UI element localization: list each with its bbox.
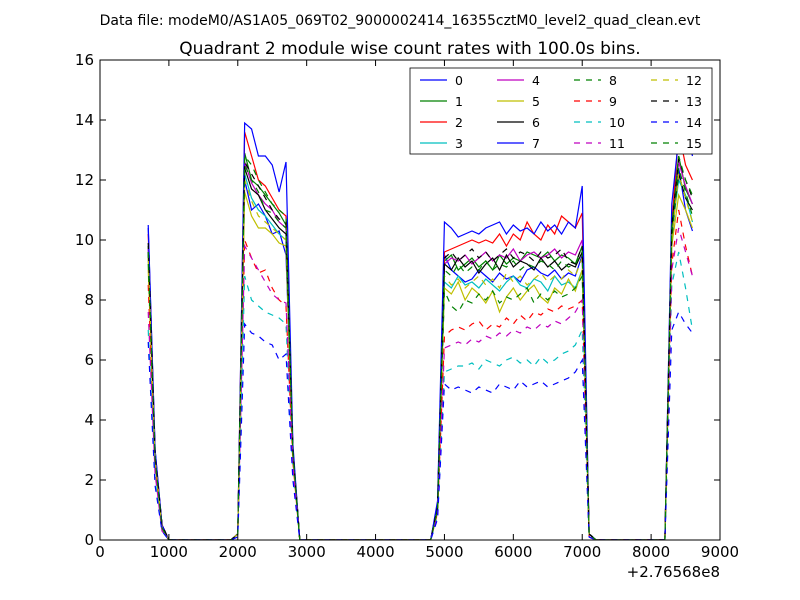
x-tick-label: 3000 (288, 543, 326, 561)
legend-label-10: 10 (609, 115, 625, 130)
series-line-12 (147, 173, 694, 540)
series-line-4 (147, 161, 694, 540)
y-tick-label: 10 (75, 231, 94, 249)
x-tick-label: 5000 (425, 543, 463, 561)
figure-suptitle: Data file: modeM0/AS1A05_069T02_90000024… (100, 13, 701, 29)
legend-label-13: 13 (686, 94, 702, 109)
x-tick-label: 1000 (150, 543, 188, 561)
legend-label-6: 6 (532, 115, 540, 130)
legend-label-3: 3 (455, 136, 463, 151)
y-tick-label: 8 (84, 291, 94, 309)
chart-title: Quadrant 2 module wise count rates with … (179, 39, 640, 59)
x-tick-label: 8000 (632, 543, 670, 561)
series-line-14 (147, 310, 693, 540)
y-tick-label: 16 (75, 51, 94, 69)
legend-label-9: 9 (609, 94, 617, 109)
y-tick-label: 12 (75, 171, 94, 189)
x-tick-label: 2000 (219, 543, 257, 561)
legend-label-4: 4 (532, 73, 540, 88)
series-line-2 (147, 131, 693, 540)
series-line-7 (147, 121, 694, 540)
y-tick-label: 0 (84, 531, 94, 549)
legend-label-12: 12 (686, 73, 702, 88)
series-line-5 (147, 191, 694, 540)
legend-label-14: 14 (686, 115, 702, 130)
x-tick-label: 6000 (494, 543, 532, 561)
series-line-11 (147, 227, 694, 540)
plot-lines (147, 121, 694, 540)
series-line-1 (147, 152, 693, 540)
y-tick-label: 2 (84, 471, 94, 489)
y-tick-label: 6 (84, 351, 94, 369)
legend-label-7: 7 (532, 136, 540, 151)
legend-label-2: 2 (455, 115, 463, 130)
x-offset-label: +2.76568e8 (627, 563, 720, 581)
y-tick-label: 4 (84, 411, 94, 429)
legend-label-5: 5 (532, 94, 540, 109)
series-line-6 (147, 167, 693, 540)
legend-label-11: 11 (609, 136, 625, 151)
series-line-9 (147, 209, 694, 540)
y-tick-label: 14 (75, 111, 94, 129)
axis-ticks: 0 1000 2000 3000 4000 5000 6000 7000 8000 9000 0 2 4… (75, 51, 739, 561)
series-line-3 (147, 173, 694, 540)
series-line-10 (147, 251, 694, 540)
x-tick-label: 9000 (701, 543, 739, 561)
legend-label-1: 1 (455, 94, 463, 109)
legend-label-15: 15 (686, 136, 702, 151)
x-tick-label: 7000 (563, 543, 601, 561)
x-tick-label: 4000 (356, 543, 394, 561)
legend-label-0: 0 (455, 73, 463, 88)
legend-box (409, 67, 713, 155)
series-line-15 (147, 155, 693, 540)
series-line-8 (147, 154, 694, 540)
legend-label-8: 8 (609, 73, 617, 88)
series-line-13 (147, 158, 694, 540)
series-line-0 (147, 167, 694, 540)
x-tick-label: 0 (95, 543, 105, 561)
